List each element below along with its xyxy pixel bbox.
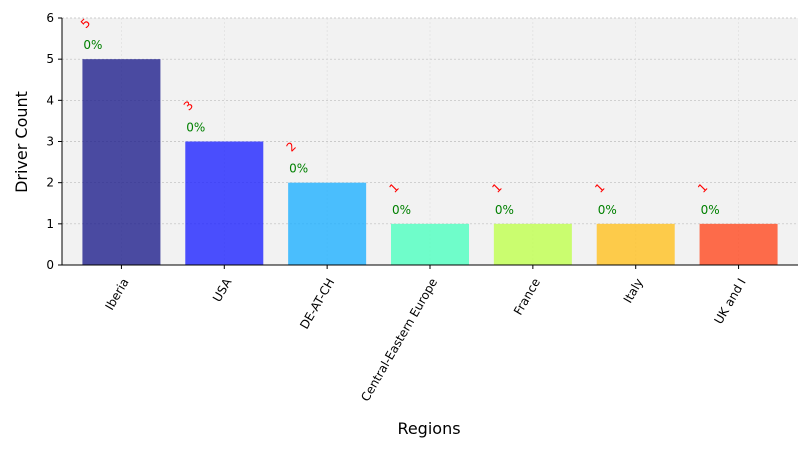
y-ticks-group: 0 1 2 3 4 5 6 xyxy=(46,11,62,272)
bar xyxy=(596,223,675,265)
bar xyxy=(493,223,572,265)
x-tick-label: Iberia xyxy=(102,276,131,313)
x-tick-label: USA xyxy=(210,275,235,304)
percent-label: 0% xyxy=(83,38,102,52)
percent-label: 0% xyxy=(289,162,308,176)
bar xyxy=(699,223,778,265)
x-ticks-group: Iberia USA DE-AT-CH Central-Eastern Europe F… xyxy=(102,265,749,404)
percent-label: 0% xyxy=(392,203,411,217)
percent-label: 0% xyxy=(701,203,720,217)
bar xyxy=(391,223,469,265)
x-tick-label: Italy xyxy=(621,276,646,306)
y-tick-label: 5 xyxy=(46,52,54,66)
y-tick-label: 3 xyxy=(46,135,54,149)
bar xyxy=(288,182,367,265)
y-axis-title: Driver Count xyxy=(12,91,31,193)
x-axis-title: Regions xyxy=(397,419,460,438)
x-tick-label: France xyxy=(511,276,543,318)
x-tick-label: UK and I xyxy=(711,276,748,327)
y-tick-label: 2 xyxy=(46,176,54,190)
y-tick-label: 6 xyxy=(46,11,54,25)
y-tick-label: 1 xyxy=(46,217,54,231)
y-tick-label: 4 xyxy=(46,93,54,107)
bars-group xyxy=(82,59,778,265)
x-tick-label: Central-Eastern Europe xyxy=(358,276,440,404)
bar xyxy=(82,59,161,265)
y-tick-label: 0 xyxy=(46,258,54,272)
bar xyxy=(185,141,264,265)
x-tick-label: DE-AT-CH xyxy=(297,276,337,332)
percent-label: 0% xyxy=(598,203,617,217)
percent-label: 0% xyxy=(495,203,514,217)
percent-label: 0% xyxy=(186,121,205,135)
